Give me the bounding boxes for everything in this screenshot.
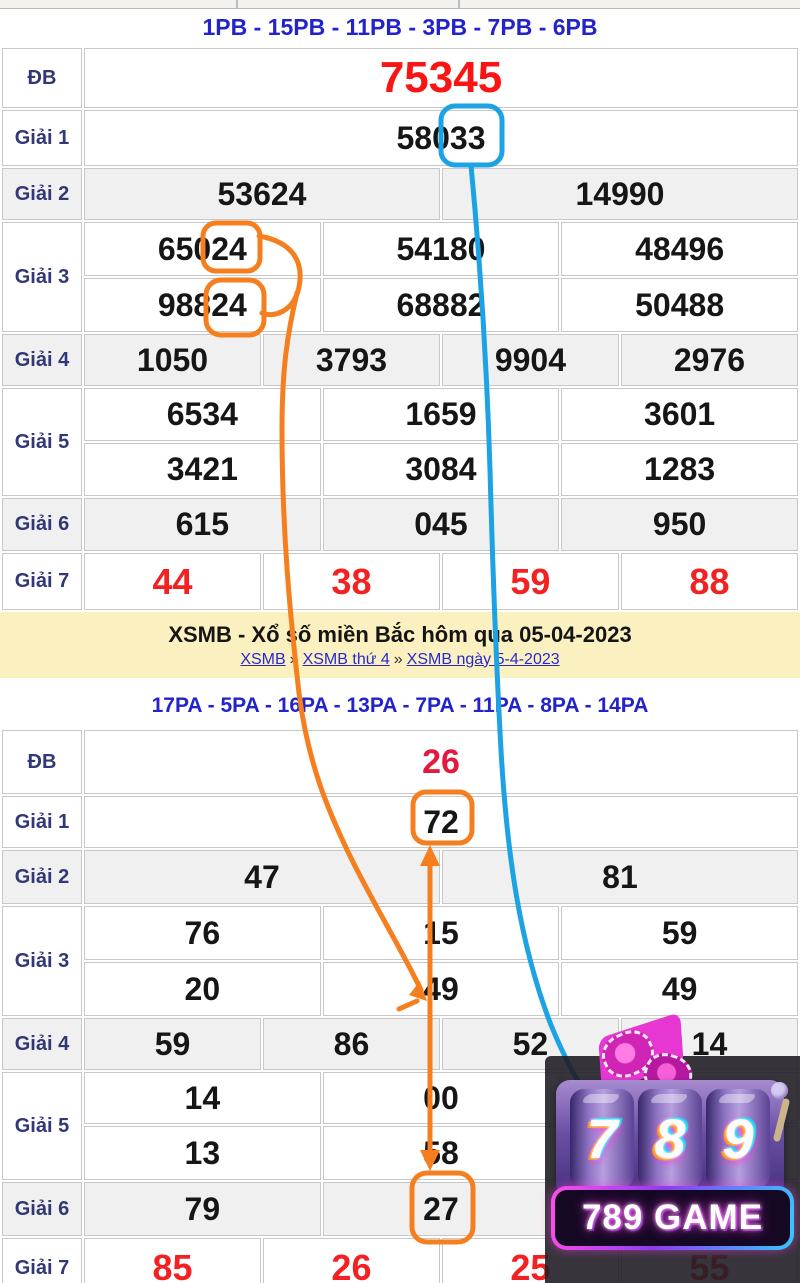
prize-cell: 13 <box>84 1126 321 1180</box>
prize-cell: 6534 <box>84 388 321 441</box>
breadcrumb: XSMB» XSMB thứ 4» XSMB ngày 5-4-2023 <box>236 651 563 669</box>
cropped-top-row <box>0 0 800 9</box>
prediction-header-today-text: 1PB - 15PB - 11PB - 3PB - 7PB - 6PB <box>202 14 598 40</box>
prize-label: Giải 6 <box>2 1182 82 1236</box>
prize-cell: 14990 <box>441 168 798 220</box>
prize-label: Giải 5 <box>2 388 82 496</box>
prize-cell: 26 <box>84 730 798 794</box>
prize-cell: 49 <box>322 962 560 1016</box>
prize-cell: 1659 <box>322 388 560 441</box>
prize-cell: 79 <box>84 1182 321 1236</box>
table-edge-tick <box>236 0 238 8</box>
prize-cell: 88 <box>620 553 798 610</box>
prize-cell: 20 <box>84 962 321 1016</box>
breadcrumb-link-xsmb-thu4[interactable]: XSMB thứ 4 <box>302 650 390 668</box>
prize-cell: 76 <box>84 906 321 960</box>
logo-badge: 789 GAME <box>551 1186 794 1250</box>
prize-cell: 3421 <box>84 443 321 496</box>
prediction-header-yesterday-text: 17PA - 5PA - 16PA - 13PA - 7PA - 11PA - … <box>151 694 649 717</box>
prediction-header-yesterday: 17PA - 5PA - 16PA - 13PA - 7PA - 11PA - … <box>0 678 800 728</box>
prize-cell: 1283 <box>561 443 798 496</box>
prize-label: ĐB <box>2 730 82 794</box>
slot-digit-7: 7 <box>586 1107 618 1170</box>
breadcrumb-separator: » <box>393 650 403 668</box>
logo-badge-text: 789 GAME <box>581 1198 764 1237</box>
prize-cell: 75345 <box>84 48 798 108</box>
breadcrumb-link-xsmb[interactable]: XSMB <box>240 650 286 668</box>
yesterday-title: XSMB - Xổ số miền Bắc hôm qua 05-04-2023 <box>168 622 632 648</box>
slot-reel: 8 <box>638 1089 702 1189</box>
slot-digit-8: 8 <box>654 1107 686 1170</box>
prize-label: Giải 3 <box>2 222 82 332</box>
prize-cell: 3793 <box>262 334 440 386</box>
prize-cell: 58033 <box>84 110 798 166</box>
prize-cell: 48496 <box>561 222 798 276</box>
prize-cell: 81 <box>441 850 798 904</box>
prize-label: Giải 1 <box>2 796 82 848</box>
prize-cell: 86 <box>262 1018 440 1070</box>
prize-cell: 65024 <box>84 222 321 276</box>
prize-cell: 9904 <box>441 334 619 386</box>
prize-cell: 44 <box>84 553 261 610</box>
slot-reel: 7 <box>570 1089 634 1189</box>
prize-cell: 615 <box>84 498 321 551</box>
prize-cell: 59 <box>441 553 619 610</box>
prize-label: Giải 2 <box>2 850 82 904</box>
prize-label: Giải 5 <box>2 1072 82 1180</box>
prize-cell: 26 <box>262 1238 440 1283</box>
prize-label: ĐB <box>2 48 82 108</box>
prize-cell: 85 <box>84 1238 261 1283</box>
prize-cell: 38 <box>262 553 440 610</box>
prize-cell: 950 <box>561 498 798 551</box>
prize-cell: 59 <box>84 1018 261 1070</box>
slot-machine-graphic: 7 8 9 <box>556 1080 784 1198</box>
789game-watermark[interactable]: 7 8 9 789 GAME <box>545 1011 800 1283</box>
prize-label: Giải 4 <box>2 334 82 386</box>
prize-cell: 2976 <box>620 334 798 386</box>
prize-cell: 00 <box>322 1072 560 1124</box>
prize-label: Giải 4 <box>2 1018 82 1070</box>
breadcrumb-separator: » <box>289 650 299 668</box>
slot-lever-ball <box>771 1082 788 1099</box>
prize-cell: 49 <box>561 962 798 1016</box>
prize-cell: 72 <box>84 796 798 848</box>
prize-cell: 54180 <box>322 222 560 276</box>
results-table-today: ĐB 75345 Giải 1 58033 Giải 2 53624 14990… <box>0 46 800 612</box>
prize-cell: 15 <box>322 906 560 960</box>
breadcrumb-link-xsmb-date[interactable]: XSMB ngày 5-4-2023 <box>406 650 560 668</box>
prize-label: Giải 1 <box>2 110 82 166</box>
prize-label: Giải 2 <box>2 168 82 220</box>
prize-label: Giải 3 <box>2 906 82 1016</box>
prize-cell: 045 <box>322 498 560 551</box>
prize-cell: 59 <box>561 906 798 960</box>
prize-cell: 50488 <box>561 278 798 332</box>
prize-label: Giải 6 <box>2 498 82 551</box>
table-edge-tick <box>458 0 460 8</box>
prize-label: Giải 7 <box>2 1238 82 1283</box>
prize-cell: 47 <box>84 850 440 904</box>
prize-cell: 14 <box>84 1072 321 1124</box>
prize-cell: 1050 <box>84 334 261 386</box>
prize-cell: 27 <box>322 1182 560 1236</box>
prediction-header-today: 1PB - 15PB - 11PB - 3PB - 7PB - 6PB <box>0 9 800 46</box>
prize-cell: 68882 <box>322 278 560 332</box>
prize-cell: 53624 <box>84 168 440 220</box>
slot-digit-9: 9 <box>722 1107 754 1170</box>
prize-cell: 98824 <box>84 278 321 332</box>
prize-cell: 3084 <box>322 443 560 496</box>
yesterday-divider-band: XSMB - Xổ số miền Bắc hôm qua 05-04-2023… <box>0 612 800 678</box>
prize-cell: 58 <box>322 1126 560 1180</box>
prize-label: Giải 7 <box>2 553 82 610</box>
logo-badge-inner: 789 GAME <box>555 1190 790 1246</box>
slot-reel: 9 <box>706 1089 770 1189</box>
prize-cell: 3601 <box>561 388 798 441</box>
